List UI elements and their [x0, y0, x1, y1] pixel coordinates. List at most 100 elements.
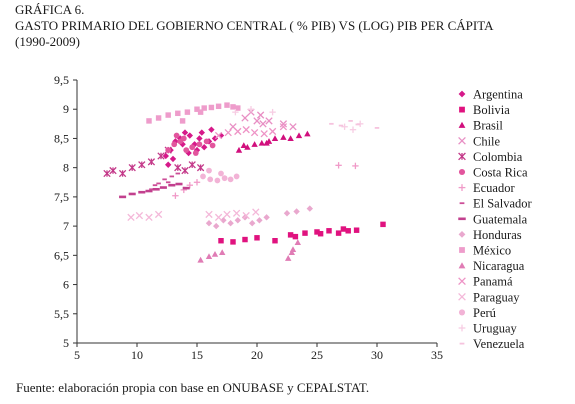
data-point-bolivia: [292, 233, 299, 240]
data-point-guatemala: [175, 182, 183, 186]
data-point-per-: [206, 167, 212, 174]
data-point-bolivia: [326, 228, 332, 234]
legend-label-paraguay: Paraguay: [473, 290, 520, 304]
data-point-chile: [279, 120, 288, 128]
data-point-honduras: [234, 217, 241, 224]
legend-marker-ecuador: [458, 184, 466, 191]
data-point-bolivia: [272, 238, 278, 244]
data-point-ecuador: [335, 162, 342, 169]
data-point-bolivia: [335, 230, 342, 236]
legend-label-colombia: Colombia: [473, 150, 523, 164]
legend-label-nicaragua: Nicaragua: [473, 259, 525, 273]
data-point-nicaragua: [219, 249, 226, 255]
legend-marker-panam-: [458, 277, 466, 286]
data-point-brasil: [244, 144, 251, 150]
legend-marker-colombia: [458, 152, 466, 161]
data-point-colombia: [147, 158, 156, 166]
legend-label-m-xico: México: [473, 244, 511, 258]
legend-marker-nicaragua: [458, 262, 466, 269]
data-point-colombia: [188, 161, 196, 169]
data-point-bolivia: [218, 238, 224, 244]
data-point-guatemala: [119, 195, 127, 199]
data-point-honduras: [293, 208, 300, 215]
data-point-guatemala: [128, 192, 136, 196]
data-point-m-xico: [224, 102, 230, 108]
legend-label-panam-: Panamá: [473, 275, 513, 289]
data-point-per-: [218, 170, 224, 177]
data-point-brasil: [295, 132, 303, 139]
data-point-colombia: [181, 166, 189, 175]
data-point-per-: [233, 173, 240, 180]
data-point-panam-: [260, 130, 268, 138]
data-point-colombia: [109, 166, 117, 175]
data-point-costa-rica: [192, 150, 199, 156]
data-point-argentina: [165, 161, 172, 168]
data-point-argentina: [162, 152, 169, 160]
y-tick-label: 6,5: [54, 248, 69, 262]
data-point-m-xico: [197, 109, 204, 115]
legend-label-brasil: Brasil: [473, 119, 503, 133]
y-tick-label: 5: [63, 336, 69, 350]
data-point-brasil: [287, 135, 294, 142]
data-point-chile: [259, 120, 267, 128]
data-point-uruguay: [341, 123, 348, 130]
data-point-panam-: [279, 123, 288, 131]
data-point-m-xico: [165, 112, 171, 118]
data-point-m-xico: [230, 104, 236, 110]
data-point-bolivia: [340, 226, 347, 232]
data-point-ecuador: [352, 162, 359, 170]
data-point-brasil: [258, 139, 265, 146]
data-point-bolivia: [230, 239, 236, 245]
data-point-honduras: [227, 219, 234, 227]
data-point-panam-: [250, 128, 259, 137]
chart-title: GASTO PRIMARIO DEL GOBIERNO CENTRAL ( % …: [15, 18, 494, 33]
y-tick-label: 7: [63, 219, 69, 233]
legend-label-argentina: Argentina: [473, 88, 523, 102]
data-point-paraguay: [205, 210, 213, 219]
data-point-guatemala: [152, 187, 160, 191]
data-point-bolivia: [345, 228, 351, 234]
data-point-paraguay: [214, 213, 223, 222]
data-point-paraguay: [135, 211, 144, 220]
data-point-brasil: [251, 141, 258, 147]
data-point-bolivia: [380, 221, 386, 228]
data-point-chile: [256, 111, 265, 119]
data-point-costa-rica: [196, 141, 203, 148]
data-point-costa-rica: [203, 138, 210, 145]
data-point-chile: [289, 123, 297, 131]
data-point-per-: [227, 176, 234, 183]
data-point-colombia: [103, 169, 111, 178]
data-point-brasil: [235, 146, 243, 153]
data-point-ecuador: [186, 182, 193, 189]
data-point-nicaragua: [205, 253, 213, 260]
data-point-colombia: [174, 164, 182, 172]
data-point-bolivia: [353, 227, 360, 233]
data-point-nicaragua: [285, 255, 292, 261]
data-point-m-xico: [208, 104, 215, 111]
data-point-paraguay: [232, 209, 241, 217]
legend-label-costa-rica: Costa Rica: [473, 166, 528, 180]
y-tick-label: 8: [63, 161, 69, 175]
data-point-colombia: [157, 152, 165, 160]
data-point-costa-rica: [209, 142, 216, 149]
y-tick-label: 8,5: [54, 131, 69, 145]
data-point-argentina: [193, 146, 201, 154]
figure-label: GRÁFICA 6.: [15, 2, 85, 17]
data-point-nicaragua: [211, 250, 219, 257]
data-point-paraguay: [252, 208, 260, 216]
figure-header: GRÁFICA 6. GASTO PRIMARIO DEL GOBIERNO C…: [15, 2, 494, 50]
data-point-guatemala: [138, 190, 146, 194]
data-point-paraguay: [127, 213, 135, 222]
data-point-brasil: [280, 134, 287, 140]
data-point-chile: [253, 117, 261, 125]
data-point-paraguay: [242, 211, 250, 220]
data-point-panam-: [242, 126, 250, 134]
legend-marker-honduras: [458, 231, 466, 238]
data-point-nicaragua: [288, 249, 295, 255]
data-point-brasil: [263, 139, 270, 146]
data-point-costa-rica: [165, 147, 172, 154]
data-point-per-: [200, 173, 206, 180]
data-point-ecuador: [193, 179, 201, 186]
data-point-brasil: [304, 130, 311, 137]
